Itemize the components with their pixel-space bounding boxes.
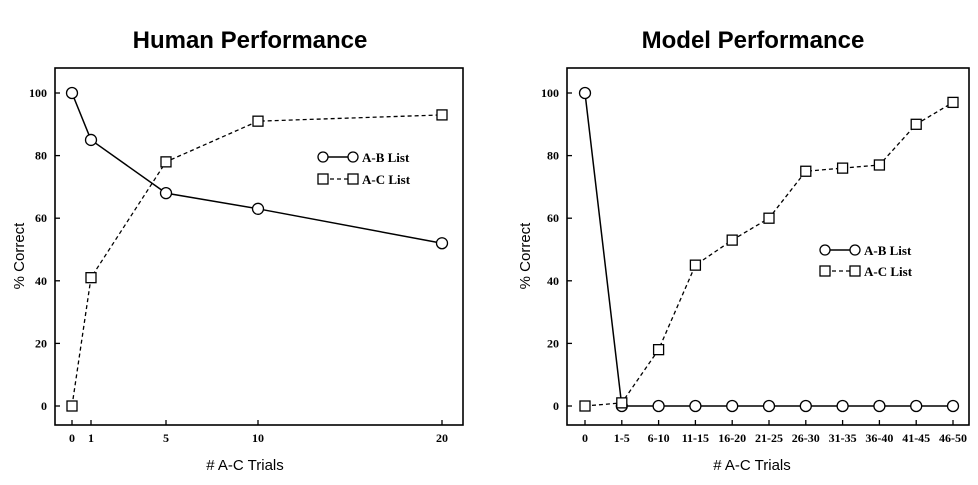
legend-marker-ac [849,265,861,277]
y-tick-label: 20 [35,336,47,350]
legend-label-ac: A-C List [864,264,913,279]
x-tick-label: 20 [436,431,448,445]
human-performance-panel: Human Performance % Correct # A-C Trials… [11,27,464,474]
data-point-ac [800,165,812,177]
data-point-ab [65,86,79,100]
plot-frame [566,67,970,426]
legend-marker-ac [347,173,359,185]
x-tick-label: 0 [69,431,75,445]
data-point-ac [726,234,738,246]
data-point-ab [689,399,702,413]
plot-marks: 0 20 40 60 80 100 0 1-5 6-10 11-15 16-20 21-25 26-30… [541,86,967,445]
chart-title: Model Performance [642,27,865,54]
x-tick-label: 31-35 [829,431,857,445]
y-tick-label: 20 [547,336,559,350]
x-tick-label: 10 [252,431,264,445]
data-point-ab [578,86,592,100]
data-point-ab [762,399,776,413]
data-point-ab [435,237,449,250]
legend-entry-ab: A-B List [819,243,912,258]
x-tick-label: 1-5 [614,431,630,445]
y-tick-label: 40 [547,274,559,288]
legend-marker-ab [347,151,359,163]
data-point-ac [436,109,448,121]
y-tick-label: 60 [35,211,47,225]
x-tick-label: 46-50 [939,431,967,445]
data-point-ab [946,399,960,413]
data-point-ab [84,133,98,147]
x-tick-label: 16-20 [718,431,746,445]
legend-marker-ab [317,151,329,163]
data-point-ab [799,399,812,413]
model-performance-panel: Model Performance % Correct # A-C Trials… [517,27,970,474]
data-point-ab [159,187,173,200]
data-point-ac [579,400,591,412]
plot-frame [54,67,464,426]
data-point-ac [160,156,172,168]
y-tick-label: 100 [541,86,559,100]
x-tick-label: 21-25 [755,431,783,445]
data-point-ac [873,159,886,171]
x-tick-label: 11-15 [682,431,709,445]
data-point-ab [873,399,886,413]
legend-label-ac: A-C List [362,172,411,187]
y-tick-label: 40 [35,274,47,288]
data-point-ab [910,399,923,413]
legend: A-B List A-C List [819,243,913,279]
x-axis-label: # A-C Trials [206,457,284,474]
data-point-ac [910,118,922,130]
data-point-ac [85,272,97,284]
legend-entry-ac: A-C List [819,264,913,279]
y-tick-label: 0 [41,399,47,413]
legend-entry-ac: A-C List [317,172,411,187]
x-tick-label: 6-10 [648,431,670,445]
data-point-ac [616,397,628,409]
x-tick-label: 1 [88,431,94,445]
data-point-ab [726,399,739,413]
data-point-ac [652,344,665,356]
data-point-ab [251,202,265,215]
y-tick-label: 100 [29,86,47,100]
legend-entry-ab: A-B List [317,150,410,165]
legend: A-B List A-C List [317,150,411,187]
data-point-ac [763,212,775,224]
legend-marker-ab [849,244,861,256]
legend-label-ab: A-B List [362,150,410,165]
x-tick-label: 5 [163,431,169,445]
legend-marker-ac [819,265,831,277]
x-axis-label: # A-C Trials [713,457,791,474]
y-tick-label: 80 [547,149,559,163]
data-point-ab [836,399,849,413]
x-tick-label: 0 [582,431,588,445]
data-point-ac [836,162,849,174]
y-tick-label: 0 [553,399,559,413]
data-point-ac [252,115,264,127]
data-point-ac [689,259,702,271]
legend-marker-ab [819,244,831,256]
x-tick-label: 26-30 [792,431,820,445]
y-tick-label: 80 [35,149,47,163]
y-axis-label: % Correct [11,222,28,290]
data-point-ac [66,400,78,412]
data-point-ac [947,96,959,109]
legend-marker-ac [317,173,329,185]
y-axis-label: % Correct [517,222,534,290]
data-point-ab [652,399,665,413]
legend-label-ab: A-B List [864,243,912,258]
x-tick-label: 41-45 [902,431,930,445]
x-tick-label: 36-40 [865,431,893,445]
chart-title: Human Performance [133,27,368,54]
y-tick-label: 60 [547,211,559,225]
